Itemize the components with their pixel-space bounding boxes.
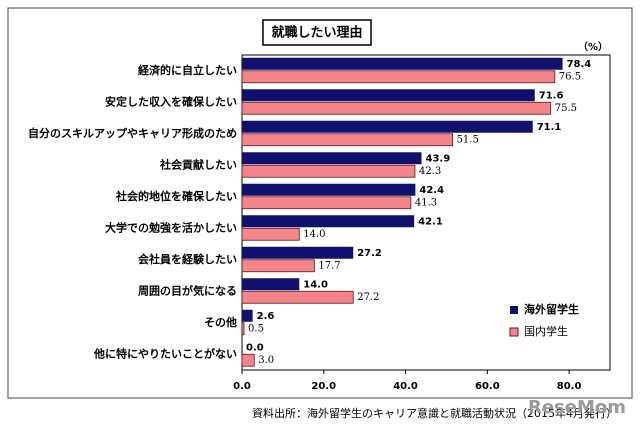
x-tick-label: 40.0 [393, 381, 418, 392]
data-label: 17.7 [318, 260, 340, 271]
legend-label: 海外留学生 [524, 302, 579, 316]
bar [242, 57, 563, 70]
title-box [262, 19, 372, 46]
data-label: 51.5 [457, 134, 479, 145]
chart-title: 就職したい理由 [271, 25, 362, 41]
source: 資料出所：海外留学生のキャリア意識と就職活動状況（2015年4月発行） [252, 406, 617, 420]
legend-marker [509, 327, 519, 337]
bar [242, 89, 535, 102]
x-tick-label: 20.0 [311, 381, 336, 392]
y-tick-label: 経済的に自立したい [138, 63, 237, 77]
bar [242, 278, 300, 291]
bar [241, 290, 354, 304]
y-tick-label: 安定した収入を確保したい [105, 94, 237, 108]
bar [242, 246, 354, 259]
y-tick-label: その他 [204, 315, 237, 329]
bar [242, 183, 416, 196]
data-label: 27.2 [357, 292, 379, 303]
bar [242, 152, 422, 165]
legend-label: 国内学生 [524, 324, 568, 338]
bar [241, 70, 556, 84]
data-label: 76.5 [559, 71, 581, 82]
data-label: 42.1 [418, 216, 443, 227]
bar [241, 164, 416, 178]
bar [241, 227, 300, 241]
unit-label: （%） [578, 40, 608, 53]
bar [241, 101, 552, 115]
data-label: 27.2 [357, 248, 382, 259]
bar [242, 309, 253, 322]
bar [241, 196, 412, 210]
data-label: 3.0 [258, 355, 274, 366]
data-label: 41.3 [415, 197, 437, 208]
y-tick-label: 自分のスキルアップやキャリア形成のため [28, 126, 237, 140]
bar [242, 120, 533, 133]
watermark: ReseMom [528, 397, 626, 418]
bar [241, 353, 255, 367]
data-label: 75.5 [555, 103, 577, 114]
data-label: 42.4 [419, 185, 444, 196]
data-label: 71.6 [539, 90, 564, 101]
bar [241, 133, 453, 147]
y-tick-label: 周囲の目が気になる [138, 283, 237, 297]
y-tick-label: 社会貢献したい [159, 157, 237, 171]
bar [241, 322, 245, 336]
x-tick-label: 60.0 [475, 381, 500, 392]
y-tick-label: 他に特にやりたいことがない [93, 346, 237, 360]
y-tick-label: 社会的地位を確保したい [115, 189, 237, 203]
legend-marker [510, 306, 518, 314]
x-tick-label: 80.0 [557, 381, 582, 392]
data-label: 78.4 [567, 59, 592, 70]
bar [242, 215, 415, 228]
y-tick-label: 会社員を経験したい [138, 252, 237, 266]
data-label: 0.0 [246, 342, 264, 353]
frame [7, 7, 633, 399]
data-label: 14.0 [303, 229, 325, 240]
bar [241, 259, 315, 273]
data-label: 71.1 [537, 122, 562, 133]
plot-area [241, 54, 611, 371]
x-tick-label: 0.0 [233, 381, 251, 392]
data-label: 2.6 [257, 311, 275, 322]
data-label: 43.9 [426, 153, 451, 164]
y-tick-label: 大学での勉強を活かしたい [105, 220, 237, 234]
data-label: 42.3 [419, 166, 441, 177]
data-label: 0.5 [248, 323, 264, 334]
data-label: 14.0 [303, 279, 328, 290]
